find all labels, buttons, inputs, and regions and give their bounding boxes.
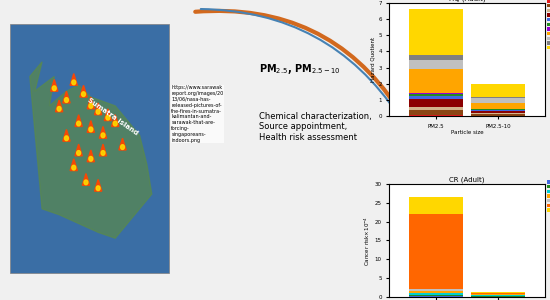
Bar (471, 98, 525, 103)
Bar (409, 96, 463, 99)
Bar (409, 110, 463, 115)
Bar (471, 296, 525, 297)
Circle shape (89, 157, 93, 161)
Circle shape (81, 92, 85, 97)
Bar (409, 10, 463, 55)
Title: HQ (Adult): HQ (Adult) (449, 0, 485, 2)
Circle shape (76, 121, 81, 126)
Text: Sumatra Island: Sumatra Island (86, 97, 139, 136)
Y-axis label: Hazard Quotient: Hazard Quotient (371, 37, 376, 82)
Bar (409, 55, 463, 59)
Circle shape (84, 180, 88, 185)
Bar (409, 99, 463, 107)
Polygon shape (87, 97, 95, 109)
Bar (471, 295, 525, 296)
Polygon shape (87, 121, 95, 132)
Bar (471, 111, 525, 113)
Polygon shape (112, 115, 119, 127)
Polygon shape (75, 115, 82, 127)
Circle shape (113, 121, 117, 126)
Bar (409, 293, 463, 295)
Bar (471, 113, 525, 114)
Bar (471, 84, 525, 97)
Polygon shape (104, 109, 112, 121)
Legend: Pb, Cd, As, Ni, Co, Cr, V: Pb, Cd, As, Ni, Co, Cr, V (547, 180, 550, 212)
Bar (409, 107, 463, 110)
Bar (471, 110, 525, 111)
Bar (409, 214, 463, 290)
Circle shape (101, 133, 105, 138)
Bar (471, 103, 525, 109)
Polygon shape (56, 100, 63, 112)
Polygon shape (100, 144, 107, 156)
Polygon shape (87, 150, 95, 162)
Bar (409, 290, 463, 291)
Bar (471, 294, 525, 295)
Text: Chemical characterization,
Source appointment,
Health risk assessment: Chemical characterization, Source appoin… (260, 112, 372, 142)
Circle shape (76, 151, 81, 155)
Circle shape (57, 106, 61, 111)
Bar (409, 115, 463, 116)
Polygon shape (95, 179, 102, 191)
Polygon shape (100, 127, 107, 138)
Y-axis label: Cancer risk×10$^{-4}$: Cancer risk×10$^{-4}$ (362, 215, 372, 266)
Circle shape (89, 127, 93, 132)
Polygon shape (70, 74, 78, 85)
Bar (409, 295, 463, 296)
Polygon shape (95, 103, 102, 115)
Polygon shape (30, 62, 152, 238)
Bar (471, 292, 525, 293)
Circle shape (101, 151, 105, 155)
Bar (409, 59, 463, 69)
Circle shape (52, 86, 56, 91)
Circle shape (106, 115, 110, 120)
Circle shape (64, 98, 68, 102)
Bar (471, 97, 525, 98)
Circle shape (72, 165, 76, 170)
Polygon shape (119, 138, 126, 150)
Bar (409, 291, 463, 293)
Polygon shape (75, 144, 82, 156)
Circle shape (89, 103, 93, 108)
Bar (409, 197, 463, 214)
Title: CR (Adult): CR (Adult) (449, 176, 485, 183)
Bar (471, 109, 525, 110)
Bar (471, 293, 525, 294)
Circle shape (96, 186, 100, 190)
X-axis label: Particle size: Particle size (450, 130, 483, 135)
Bar (409, 94, 463, 96)
Circle shape (120, 145, 124, 149)
Bar (409, 69, 463, 94)
Polygon shape (80, 85, 87, 97)
Polygon shape (82, 173, 90, 185)
Bar (409, 296, 463, 297)
Polygon shape (70, 159, 78, 171)
Text: PM$_{2.5}$, PM$_{2.5-10}$: PM$_{2.5}$, PM$_{2.5-10}$ (260, 62, 341, 76)
Text: https://www.sarawak
report.org/images/20
13/06/nasa-has-
released-pictures-of-
t: https://www.sarawak report.org/images/20… (171, 85, 223, 142)
Polygon shape (51, 80, 58, 91)
Polygon shape (63, 129, 70, 141)
Circle shape (72, 80, 76, 85)
Bar (471, 114, 525, 116)
Circle shape (96, 110, 100, 114)
Polygon shape (63, 91, 70, 103)
Legend: Cu, Fe, Mn, Al, Pb, Cd, As, Ni, n-Co, Cr, V: Cu, Fe, Mn, Al, Pb, Cd, As, Ni, n-Co, Cr… (547, 0, 550, 50)
Circle shape (64, 136, 68, 141)
